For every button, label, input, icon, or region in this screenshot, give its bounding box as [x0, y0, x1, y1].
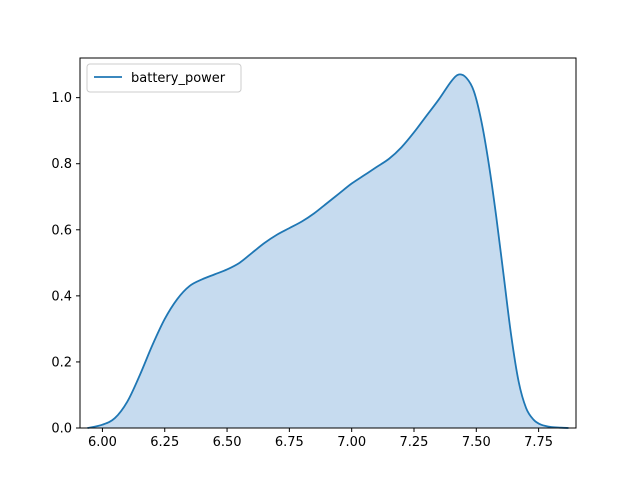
y-tick-label: 0.6 [51, 223, 72, 238]
x-tick-label: 6.50 [213, 435, 242, 450]
x-tick-label: 7.50 [462, 435, 491, 450]
x-tick-label: 6.75 [275, 435, 304, 450]
y-tick-label: 0.0 [51, 422, 72, 437]
x-tick-label: 7.75 [524, 435, 553, 450]
density-line-0 [87, 73, 569, 429]
plot-area [87, 73, 569, 429]
x-axis: 6.00 6.25 6.50 6.75 7.00 7.25 7.50 7.75 [88, 428, 553, 450]
x-tick-label: 7.00 [337, 435, 366, 450]
legend-box [86, 63, 242, 93]
y-tick-label: 0.4 [51, 289, 72, 304]
y-tick-label: 0.2 [51, 355, 72, 370]
legend: battery_power [86, 63, 242, 93]
x-tick-label: 7.25 [400, 435, 429, 450]
legend-label: battery_power [131, 71, 226, 86]
x-tick-label: 6.25 [150, 435, 179, 450]
x-tick-label: 6.00 [88, 435, 117, 450]
y-axis: 0.0 0.2 0.4 0.6 0.8 1.0 [51, 91, 80, 437]
y-tick-label: 1.0 [51, 91, 72, 106]
axes-frame [79, 57, 577, 429]
y-tick-label: 0.8 [51, 157, 72, 172]
density-area-0 [87, 74, 569, 428]
